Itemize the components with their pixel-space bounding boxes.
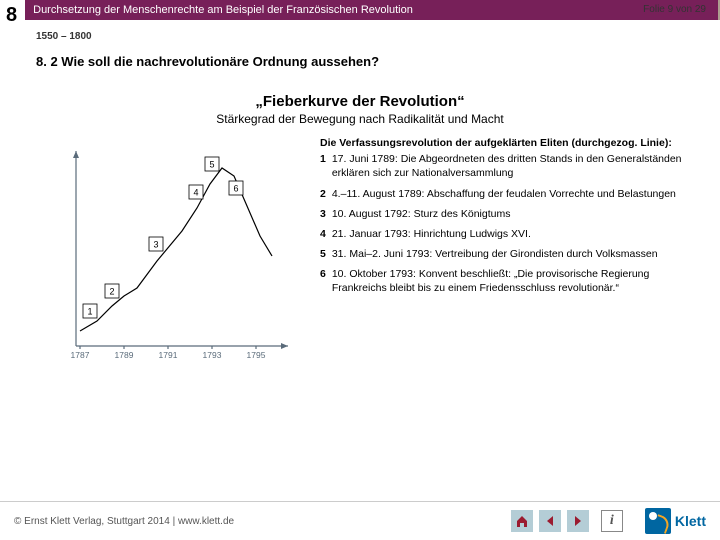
copyright-text: © Ernst Klett Verlag, Stuttgart 2014 | w… [14, 516, 234, 527]
legend-item-number: 1 [320, 152, 326, 180]
legend-item-number: 3 [320, 207, 326, 221]
legend-item-number: 6 [320, 267, 326, 295]
svg-text:2: 2 [109, 286, 114, 296]
legend-item: 117. Juni 1789: Die Abgeordneten des dri… [320, 152, 700, 180]
legend-item-text: 10. Oktober 1793: Konvent beschließt: „D… [332, 267, 700, 295]
klett-logo-text: Klett [675, 513, 706, 529]
legend-item: 2 4.–11. August 1789: Abschaffung der feu… [320, 187, 700, 201]
legend-item-text: 21. Januar 1793: Hinrichtung Ludwigs XVI… [332, 227, 531, 241]
svg-text:1793: 1793 [203, 350, 222, 360]
svg-text:5: 5 [209, 159, 214, 169]
info-button[interactable]: i [601, 510, 623, 532]
nav-home-button[interactable] [511, 510, 533, 532]
svg-text:1791: 1791 [159, 350, 178, 360]
legend-item-text: 17. Juni 1789: Die Abgeordneten des drit… [332, 152, 700, 180]
svg-text:3: 3 [153, 239, 158, 249]
banner-title: Durchsetzung der Menschenrechte am Beisp… [25, 0, 720, 20]
svg-text:1789: 1789 [115, 350, 134, 360]
publisher-logo: Klett [645, 508, 706, 534]
nav-prev-button[interactable] [539, 510, 561, 532]
legend-item-text: 4.–11. August 1789: Abschaffung der feud… [332, 187, 676, 201]
legend-item-number: 4 [320, 227, 326, 241]
svg-text:1795: 1795 [247, 350, 266, 360]
klett-logo-icon [645, 508, 671, 534]
legend-item: 4 21. Januar 1793: Hinrichtung Ludwigs XV… [320, 227, 700, 241]
footer-bar: © Ernst Klett Verlag, Stuttgart 2014 | w… [0, 501, 720, 540]
fever-curve-chart: 1787 1789 1791 1793 1795 1 2 3 4 5 6 [52, 136, 302, 371]
slide-counter: Folie 9 von 29 [643, 4, 706, 15]
legend-item: 610. Oktober 1793: Konvent beschließt: „… [320, 267, 700, 295]
chapter-number: 8 [0, 0, 25, 27]
svg-text:1: 1 [87, 306, 92, 316]
legend-item-number: 2 [320, 187, 326, 201]
graphic-title: „Fieberkurve der Revolution“ [0, 93, 720, 110]
svg-text:6: 6 [233, 183, 238, 193]
svg-text:1787: 1787 [71, 350, 90, 360]
legend-item: 5 31. Mai–2. Juni 1793: Vertreibung der G… [320, 247, 700, 261]
legend-item-text: 10. August 1792: Sturz des Königtums [332, 207, 511, 221]
graphic-subtitle: Stärkegrad der Bewegung nach Radikalität… [0, 112, 720, 126]
legend-heading: Die Verfassungsrevolution der aufgeklärt… [320, 136, 700, 150]
legend-item-number: 5 [320, 247, 326, 261]
legend-item: 3 10. August 1792: Sturz des Königtums [320, 207, 700, 221]
chart-legend: Die Verfassungsrevolution der aufgeklärt… [320, 136, 700, 371]
date-range: 1550 – 1800 [0, 27, 720, 42]
legend-item-text: 31. Mai–2. Juni 1793: Vertreibung der Gi… [332, 247, 658, 261]
nav-next-button[interactable] [567, 510, 589, 532]
svg-text:4: 4 [193, 187, 198, 197]
section-title: 8. 2 Wie soll die nachrevolutionäre Ordn… [0, 42, 720, 69]
